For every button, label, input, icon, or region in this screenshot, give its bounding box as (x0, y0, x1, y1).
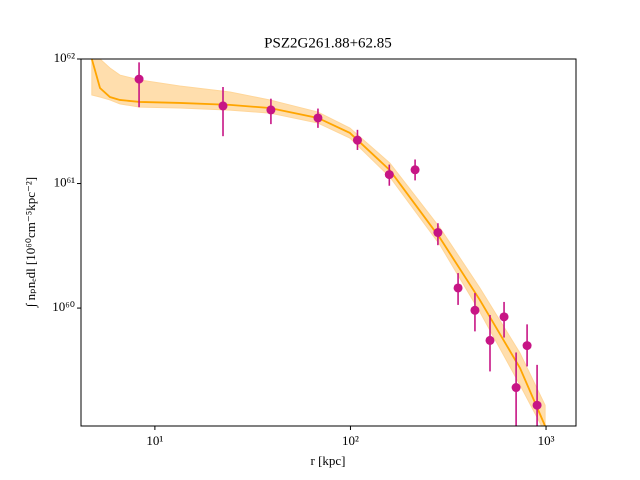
data-point (352, 135, 362, 145)
data-point (134, 74, 144, 84)
data-point (218, 101, 228, 111)
model-band (91, 59, 546, 426)
x-tick-label: 10³ (538, 433, 555, 448)
data-point (511, 383, 521, 393)
y-tick-label: 10⁶² (54, 50, 76, 65)
data-point (499, 312, 509, 322)
plot-area (90, 59, 546, 426)
x-tick-label: 10² (342, 433, 359, 448)
data-point (470, 305, 480, 315)
data-point (485, 335, 495, 345)
data-point (313, 113, 323, 123)
y-tick-label: 10⁶⁰ (52, 299, 75, 314)
y-tick-label: 10⁶¹ (54, 175, 76, 190)
x-tick-label: 10¹ (146, 433, 163, 448)
x-axis-label: r [kpc] (310, 453, 345, 468)
data-point (522, 341, 532, 351)
data-point (266, 105, 276, 115)
data-point (433, 228, 443, 238)
data-point (532, 400, 542, 410)
data-point (410, 165, 420, 175)
data-point (453, 283, 463, 293)
chart-title: PSZ2G261.88+62.85 (264, 35, 392, 51)
y-axis-label: ∫ nₚnₑdl [10⁶⁰cm⁻⁵kpc⁻²] (23, 177, 39, 308)
data-point (384, 170, 394, 180)
axes-frame (80, 58, 577, 427)
